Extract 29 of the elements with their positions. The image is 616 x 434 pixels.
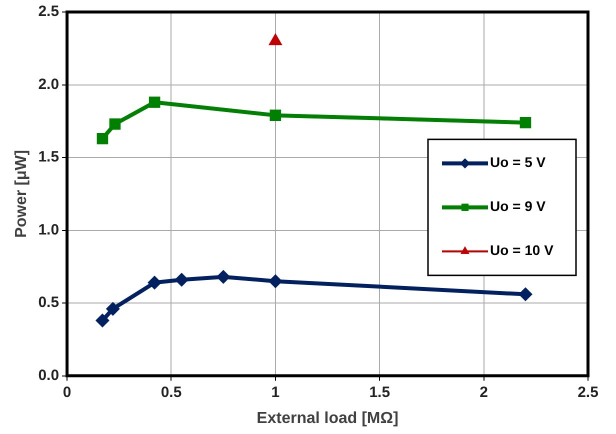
point xyxy=(106,302,120,316)
x-tick-label: 2 xyxy=(480,384,488,401)
legend-label: Uo = 10 V xyxy=(490,242,554,258)
x-tick-label: 1 xyxy=(271,384,280,401)
y-tick-label: 1.0 xyxy=(38,221,60,238)
x-tick-label: 2.5 xyxy=(578,384,598,401)
point xyxy=(148,96,160,108)
point xyxy=(270,110,282,121)
point xyxy=(268,274,282,288)
legend-label: Uo = 5 V xyxy=(490,154,546,170)
y-tick-label: 2.0 xyxy=(38,76,60,93)
point xyxy=(174,272,189,287)
y-tick-label: 2.5 xyxy=(38,3,60,20)
y-axis-title: Power [μW] xyxy=(13,150,30,238)
point xyxy=(148,276,162,290)
point xyxy=(109,118,121,130)
x-tick-label: 0.5 xyxy=(160,384,182,401)
x-tick-label: 1.5 xyxy=(369,384,390,401)
x-axis-title: External load [MΩ] xyxy=(256,410,398,427)
point xyxy=(216,270,230,284)
y-tick-label: 0.0 xyxy=(38,366,60,384)
point xyxy=(520,116,532,128)
point xyxy=(95,314,110,328)
point xyxy=(518,287,532,302)
point xyxy=(96,132,108,144)
x-tick-label: 0 xyxy=(62,384,72,401)
y-tick-label: 1.5 xyxy=(38,148,60,166)
y-tick-label: 0.5 xyxy=(38,294,60,312)
legend-label: Uo = 9 V xyxy=(490,198,546,214)
